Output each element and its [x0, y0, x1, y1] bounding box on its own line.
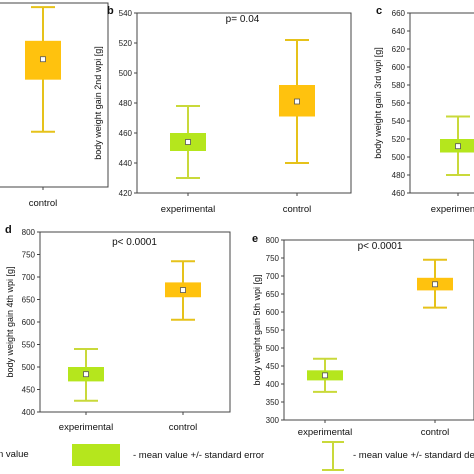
mean-marker [180, 287, 186, 293]
panel-e: 300 350 400 450 500 550 600 650 700 750 800 body we… [252, 233, 474, 438]
category-label: experimental [59, 422, 113, 433]
panel-letter: e [252, 233, 258, 245]
plot-frame [39, 231, 231, 413]
p-value-label: p< 0.0001 [358, 241, 403, 252]
category-label: experimental [431, 204, 474, 215]
panel-c: 460 480 500 520 540 560 580 600 620 640 660 body we… [373, 5, 474, 215]
y-tick-label: 600 [22, 318, 36, 327]
y-tick-label: 400 [22, 408, 36, 417]
y-tick-label: 650 [22, 296, 36, 305]
mean-marker [322, 372, 328, 379]
y-tick-label: 480 [392, 171, 406, 180]
panel-a: control [0, 2, 109, 209]
y-tick-label: 640 [392, 27, 406, 36]
mean-marker [83, 371, 89, 378]
y-tick-label: 420 [119, 189, 133, 198]
category-label: experimental [161, 204, 215, 215]
mean-marker [185, 139, 191, 145]
mean-marker [40, 56, 46, 63]
y-axis-title: body weight gain 2nd wpi [g] [93, 46, 103, 160]
y-tick-label: 550 [266, 326, 280, 335]
y-tick-label: 550 [22, 341, 36, 350]
box-experimental [440, 115, 474, 176]
y-tick-label: 500 [22, 363, 36, 372]
mean-marker [294, 98, 300, 105]
panel-b: 420 440 460 480 500 520 540 body weight gain 2n… [93, 5, 352, 215]
y-tick-label: 450 [266, 362, 280, 371]
mean-marker [455, 143, 461, 150]
p-value-label: p= 0.04 [226, 14, 260, 25]
y-tick-label: 540 [119, 9, 133, 18]
category-label: control [29, 198, 58, 209]
y-tick-label: 440 [119, 159, 133, 168]
y-tick-label: 700 [266, 272, 280, 281]
category-label: experimental [298, 427, 352, 438]
y-tick-label: 520 [119, 39, 133, 48]
y-tick-label: 400 [266, 380, 280, 389]
y-tick-label: 520 [392, 135, 406, 144]
y-tick-label: 450 [22, 386, 36, 395]
y-tick-label: 650 [266, 290, 280, 299]
y-tick-label: 600 [392, 63, 406, 72]
y-axis-title: body weight gain 3rd wpi [g] [373, 47, 383, 159]
y-tick-label: 460 [119, 129, 133, 138]
y-tick-label: 480 [119, 99, 133, 108]
category-label: control [421, 427, 450, 438]
box-experimental [68, 348, 104, 402]
y-axis-title: body weight gain 4th wpi [g] [5, 266, 15, 377]
y-tick-label: 750 [266, 254, 280, 263]
mean-marker [432, 281, 438, 288]
plot-frame [136, 12, 352, 194]
y-tick-label: 600 [266, 308, 280, 317]
panel-letter: d [5, 224, 12, 236]
panel-letter: c [376, 5, 382, 17]
y-tick-label: 560 [392, 99, 406, 108]
y-axis-title: body weight gain 5th wpi [g] [252, 274, 262, 385]
p-value-label: p< 0.0001 [112, 237, 157, 248]
plot-frame [0, 2, 109, 188]
y-tick-label: 800 [266, 236, 280, 245]
y-tick-label: 300 [266, 416, 280, 425]
category-label: control [283, 204, 312, 215]
y-tick-label: 500 [266, 344, 280, 353]
category-label: control [169, 422, 198, 433]
box-control [165, 260, 201, 321]
y-tick-label: 660 [392, 9, 406, 18]
y-tick-label: 350 [266, 398, 280, 407]
plot-frame [283, 239, 474, 421]
box-control [417, 258, 453, 309]
y-tick-label: 460 [392, 189, 406, 198]
y-tick-label: 500 [119, 69, 133, 78]
box-experimental [307, 357, 343, 393]
panel-letter: b [107, 5, 114, 17]
y-tick-label: 750 [22, 251, 36, 260]
y-tick-label: 580 [392, 81, 406, 90]
box-control [25, 6, 61, 133]
y-tick-label: 540 [392, 117, 406, 126]
box-experimental [170, 105, 206, 179]
plot-frame [409, 12, 474, 194]
y-tick-label: 700 [22, 273, 36, 282]
box-control [279, 39, 315, 164]
y-tick-label: 500 [392, 153, 406, 162]
y-tick-label: 800 [22, 228, 36, 237]
panel-d: 400 450 500 550 600 650 700 750 800 body weight g… [5, 224, 231, 433]
y-tick-label: 620 [392, 45, 406, 54]
